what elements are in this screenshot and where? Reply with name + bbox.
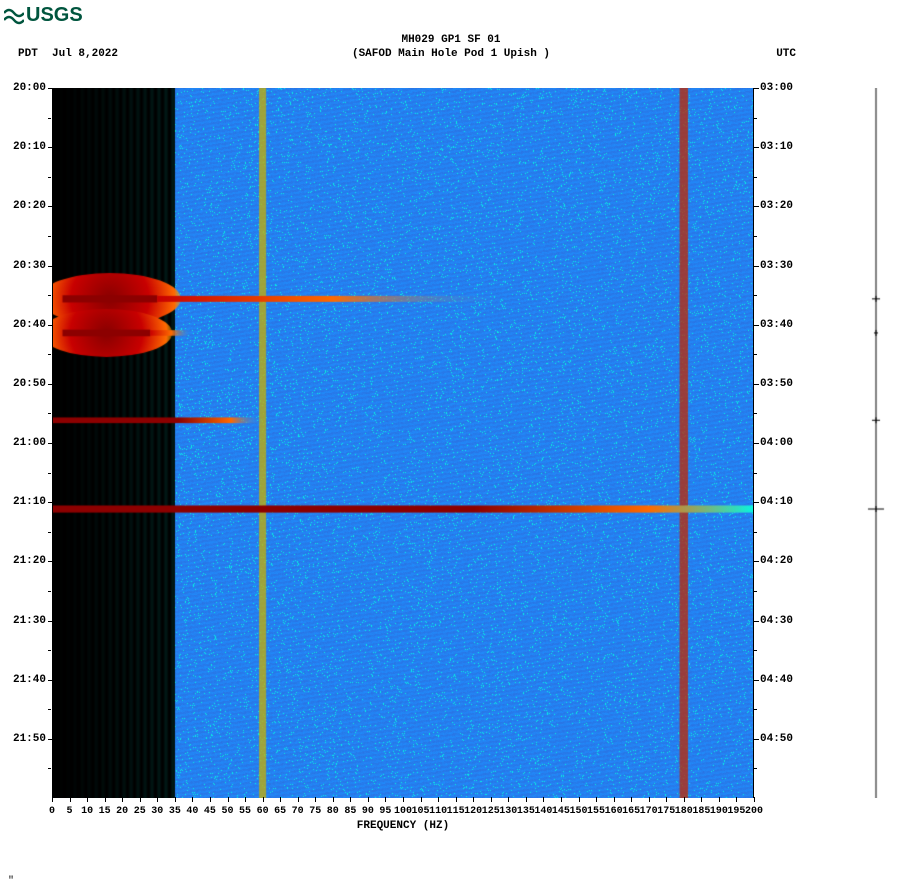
x-tick-label: 110 [429,806,447,817]
spectrogram-plot [52,88,754,798]
x-tick-label: 105 [412,806,430,817]
x-tick-label: 155 [587,806,605,817]
y-axis-right: 03:0003:1003:2003:3003:4003:5004:0004:10… [756,88,806,798]
x-tick-label: 90 [362,806,374,817]
x-axis-label: FREQUENCY (HZ) [52,820,754,832]
x-tick-label: 40 [186,806,198,817]
x-tick-label: 10 [81,806,93,817]
x-tick-label: 30 [151,806,163,817]
y-right-tick-label: 04:40 [760,674,793,686]
x-tick-label: 165 [622,806,640,817]
x-tick-label: 190 [710,806,728,817]
y-axis-left: 20:0020:1020:2020:3020:4020:5021:0021:10… [0,88,50,798]
x-tick-label: 140 [534,806,552,817]
x-tick-label: 125 [482,806,500,817]
x-tick-label: 70 [292,806,304,817]
x-tick-label: 60 [257,806,269,817]
y-right-tick-label: 04:10 [760,496,793,508]
y-right-tick-label: 04:00 [760,437,793,449]
y-left-tick-label: 21:20 [13,555,46,567]
y-left-tick-label: 21:30 [13,615,46,627]
x-tick-label: 130 [499,806,517,817]
y-right-tick-label: 04:50 [760,733,793,745]
amplitude-sidebar [856,88,896,798]
tz-left-label: PDT [18,48,38,60]
x-tick-label: 35 [169,806,181,817]
x-tick-label: 185 [692,806,710,817]
y-ticks-right [754,88,759,798]
date-label: Jul 8,2022 [52,48,118,60]
x-tick-label: 20 [116,806,128,817]
x-tick-label: 95 [379,806,391,817]
chart-subtitle: (SAFOD Main Hole Pod 1 Upish ) [0,48,902,60]
x-tick-label: 55 [239,806,251,817]
y-right-tick-label: 03:20 [760,200,793,212]
y-right-tick-label: 03:30 [760,260,793,272]
x-tick-label: 80 [327,806,339,817]
x-tick-label: 65 [274,806,286,817]
x-tick-label: 115 [447,806,465,817]
y-left-tick-label: 20:30 [13,260,46,272]
x-tick-label: 180 [675,806,693,817]
y-right-tick-label: 03:40 [760,319,793,331]
x-tick-label: 135 [517,806,535,817]
x-tick-label: 160 [605,806,623,817]
y-right-tick-label: 03:50 [760,378,793,390]
footer-mark: " [8,876,14,887]
usgs-logo: USGS [4,4,83,27]
amplitude-canvas [856,88,896,798]
usgs-wave-icon [4,7,24,25]
x-tick-label: 170 [640,806,658,817]
x-tick-label: 45 [204,806,216,817]
x-tick-label: 15 [99,806,111,817]
x-axis: 0510152025303540455055606570758085909510… [52,800,754,820]
spectrogram-canvas [52,88,754,798]
y-left-tick-label: 20:40 [13,319,46,331]
chart-title: MH029 GP1 SF 01 [0,34,902,46]
y-left-tick-label: 21:40 [13,674,46,686]
y-right-tick-label: 03:00 [760,82,793,94]
y-left-tick-label: 21:10 [13,496,46,508]
x-tick-label: 120 [464,806,482,817]
x-tick-label: 5 [67,806,73,817]
x-tick-label: 0 [49,806,55,817]
y-left-tick-label: 21:00 [13,437,46,449]
logo-text: USGS [26,4,83,27]
y-left-tick-label: 20:50 [13,378,46,390]
x-tick-label: 145 [552,806,570,817]
x-tick-label: 195 [727,806,745,817]
x-tick-label: 175 [657,806,675,817]
x-tick-label: 75 [309,806,321,817]
x-tick-label: 85 [344,806,356,817]
y-right-tick-label: 03:10 [760,141,793,153]
y-left-tick-label: 20:00 [13,82,46,94]
x-tick-label: 200 [745,806,763,817]
y-left-tick-label: 20:20 [13,200,46,212]
y-ticks-left [48,88,53,798]
y-right-tick-label: 04:30 [760,615,793,627]
y-right-tick-label: 04:20 [760,555,793,567]
x-tick-label: 150 [569,806,587,817]
x-tick-label: 50 [221,806,233,817]
y-left-tick-label: 21:50 [13,733,46,745]
x-tick-label: 100 [394,806,412,817]
tz-right-label: UTC [776,48,796,60]
x-tick-label: 25 [134,806,146,817]
y-left-tick-label: 20:10 [13,141,46,153]
